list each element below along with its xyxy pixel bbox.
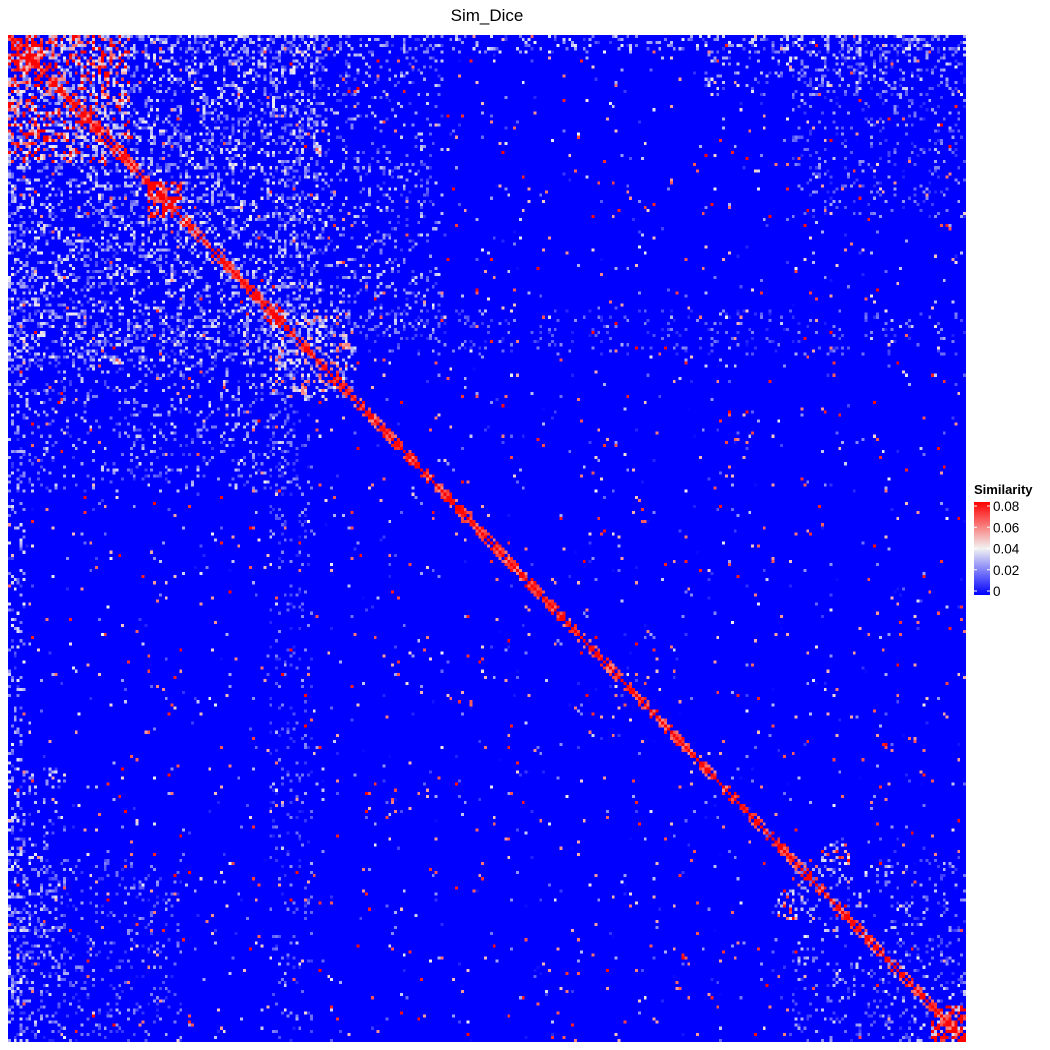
legend-title: Similarity (974, 482, 1033, 497)
chart-title: Sim_Dice (450, 6, 524, 25)
heatmap-canvas (8, 35, 966, 1042)
legend-colorbar: 0.08 0.06 0.04 0.02 0 (974, 499, 1020, 599)
legend-tick-label: 0.02 (993, 563, 1019, 578)
legend: Similarity 0.08 0.06 0.04 0.02 0 (972, 481, 1048, 601)
legend-tick-label: 0.04 (993, 542, 1020, 557)
legend-tick-label: 0.08 (993, 499, 1019, 514)
legend-colorbar-fill (974, 502, 990, 595)
legend-tick-label: 0 (993, 584, 1001, 599)
legend-tick-label: 0.06 (993, 520, 1019, 535)
heatmap-panel (8, 35, 966, 1042)
